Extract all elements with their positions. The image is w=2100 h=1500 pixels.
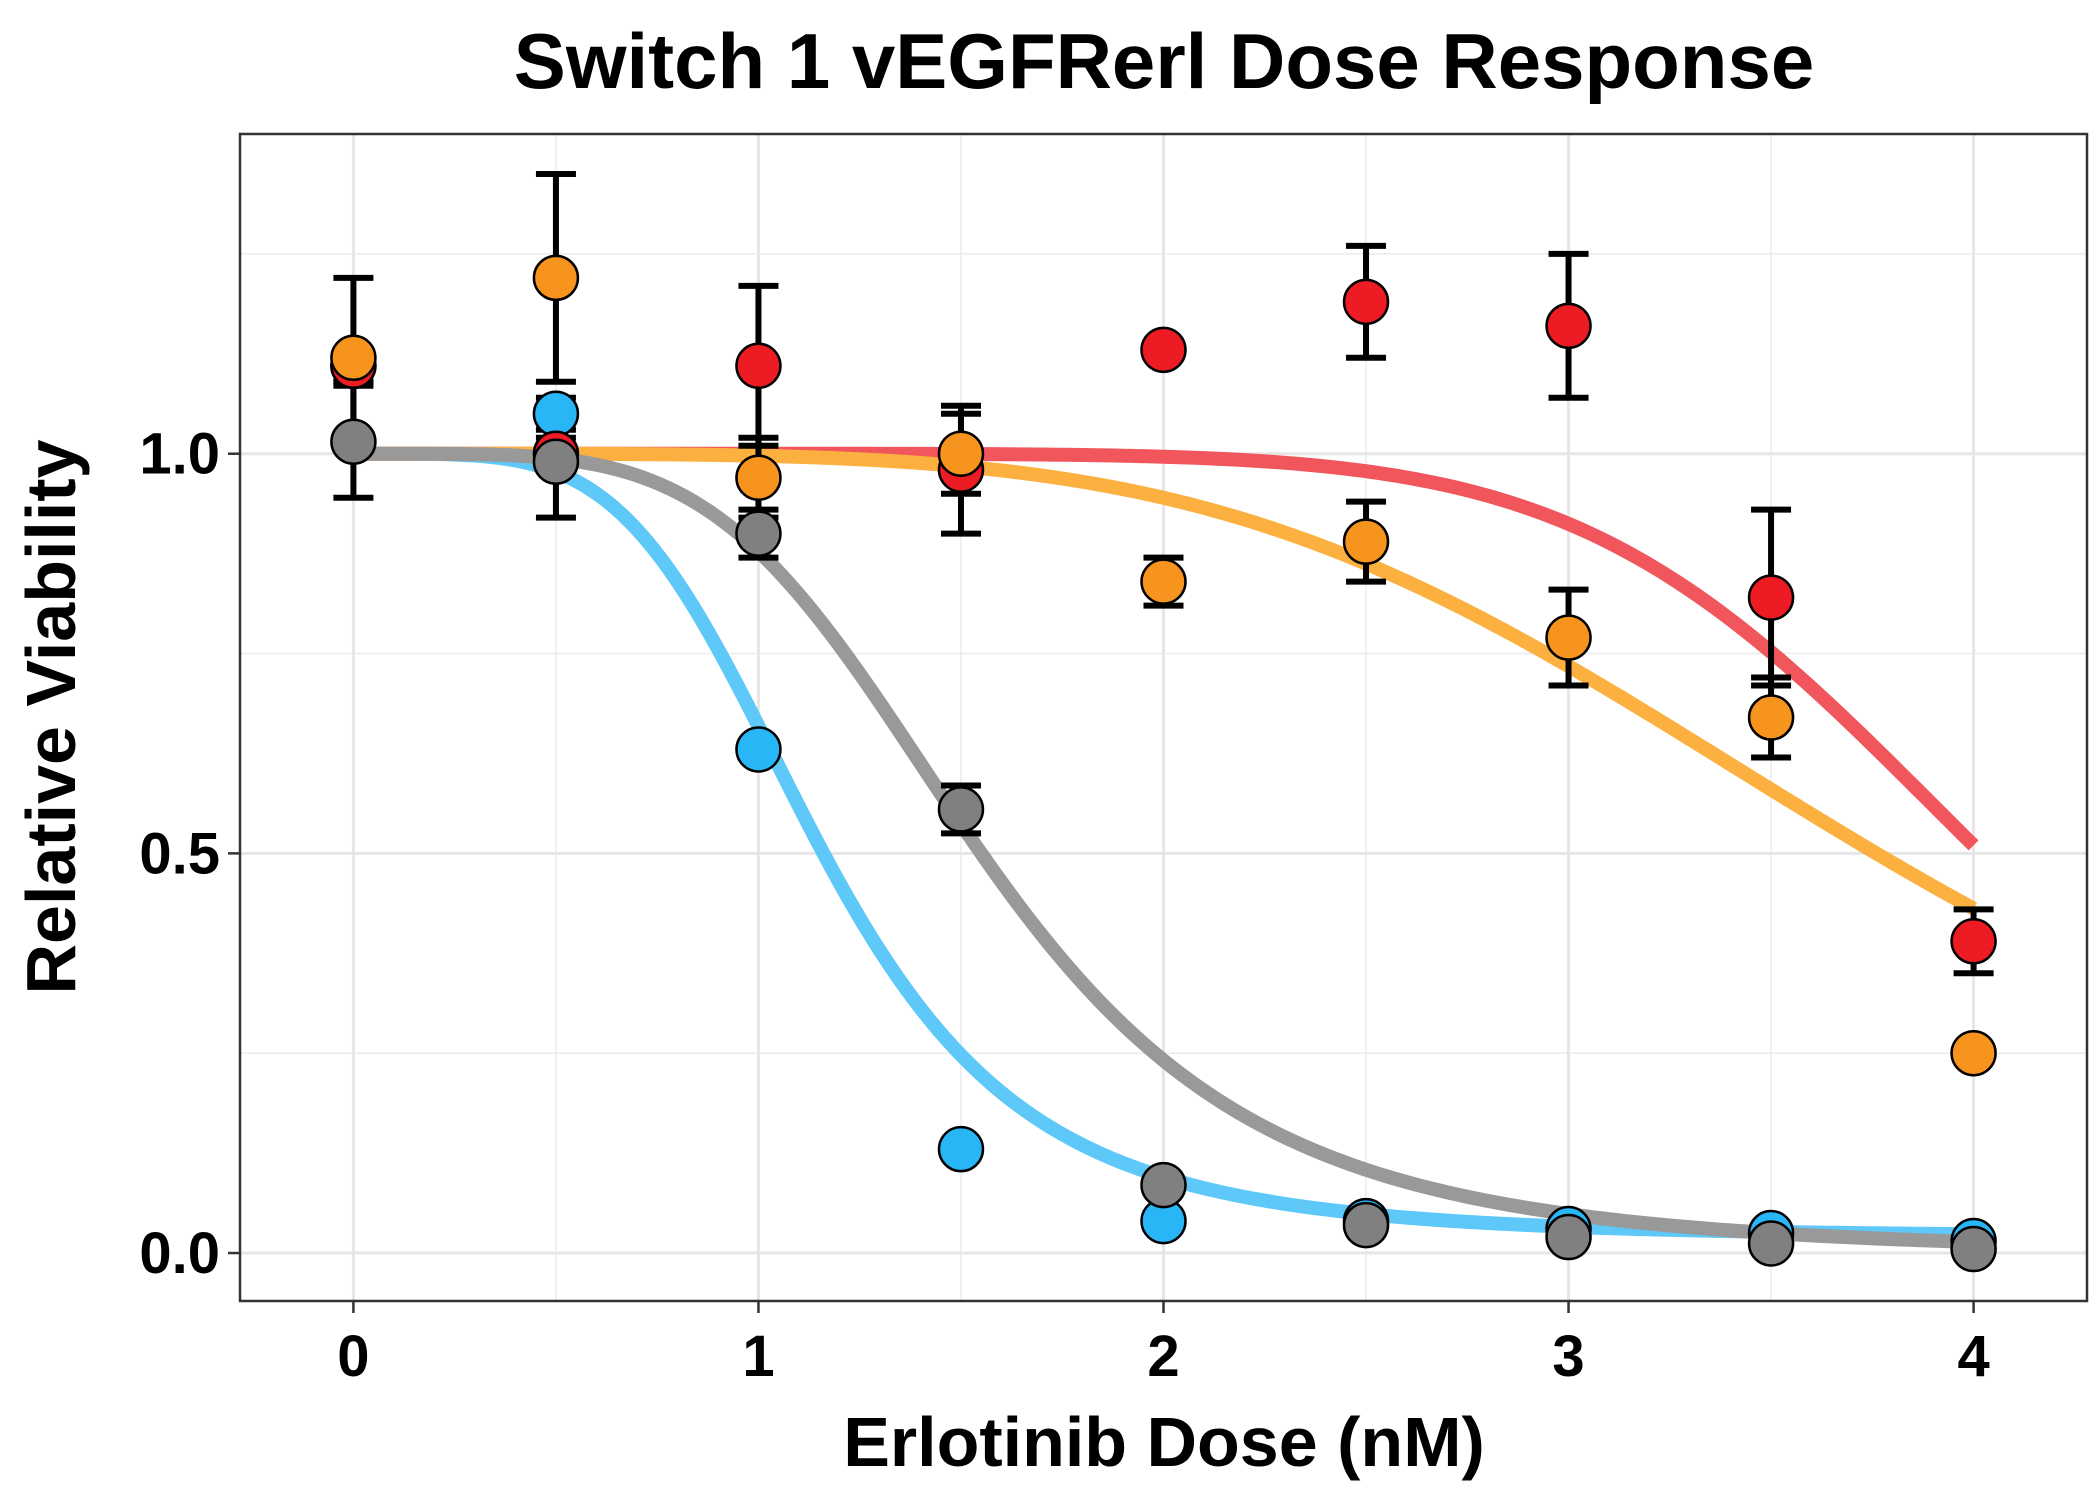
data-point-series-3	[1950, 1225, 1997, 1273]
data-point-series-3	[1342, 1201, 1390, 1249]
data-point-series-0	[532, 390, 580, 438]
x-tick-label: 2	[1147, 1324, 1179, 1389]
y-axis-title: Relative Viability	[12, 439, 90, 994]
data-point-series-1	[1950, 918, 1997, 965]
data-point-series-1	[1342, 278, 1390, 326]
chart-title: Switch 1 vEGFRerl Dose Response	[514, 17, 1814, 105]
x-tick-label: 4	[1957, 1324, 1989, 1389]
data-point-series-2	[330, 334, 377, 382]
data-point-series-0	[735, 726, 782, 773]
y-tick-label: 0.5	[139, 821, 220, 886]
data-point-series-1	[1545, 302, 1592, 350]
data-point-series-2	[1747, 694, 1795, 741]
data-point-series-1	[1747, 574, 1795, 621]
data-point-series-2	[532, 254, 580, 302]
fit-curve-series-2	[353, 446, 1977, 915]
data-point-series-2	[1545, 614, 1592, 661]
y-tick-label: 1.0	[139, 422, 220, 487]
fit-curve-series-3	[353, 446, 1974, 1249]
data-point-series-2	[937, 430, 985, 477]
x-tick-label: 1	[742, 1324, 774, 1389]
data-point-series-3	[1140, 1161, 1187, 1209]
data-point-series-3	[937, 786, 985, 833]
data-point-series-3	[735, 510, 782, 557]
data-point-series-3	[532, 438, 580, 485]
data-point-series-1	[735, 342, 782, 390]
x-tick-label: 0	[337, 1324, 369, 1389]
y-tick-label: 0.0	[139, 1221, 220, 1286]
x-axis-title: Erlotinib Dose (nM)	[843, 1403, 1485, 1481]
data-point-series-2	[735, 454, 782, 501]
axis-ticks: 0 1 2 3 4 0.0 0.5 1.0	[139, 422, 1989, 1389]
data-point-series-2	[1140, 558, 1187, 605]
data-point-series-3	[1747, 1220, 1795, 1267]
data-point-series-2	[1950, 1029, 1997, 1077]
data-point-series-3	[330, 418, 377, 465]
data-point-series-3	[1545, 1213, 1592, 1261]
data-point-series-2	[1342, 518, 1390, 565]
data-points	[330, 254, 1997, 1273]
x-tick-label: 3	[1552, 1324, 1584, 1389]
data-point-series-1	[1140, 326, 1187, 374]
data-point-series-0	[937, 1125, 985, 1173]
